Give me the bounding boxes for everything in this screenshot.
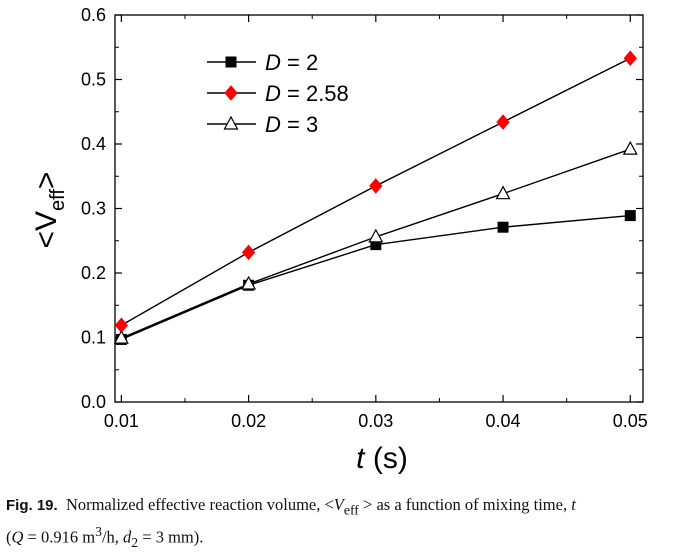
y-tick-label: 0.0 (81, 392, 106, 412)
caption-text-1: Normalized effective reaction volume, < (65, 495, 334, 514)
legend-label: D = 2.58 (265, 81, 349, 106)
caption-label: Fig. 19. (6, 497, 58, 514)
legend: D = 2D = 2.58D = 3 (207, 50, 349, 137)
y-axis-title-suffix: > (30, 172, 63, 190)
caption-v: V (333, 495, 344, 514)
legend-label-value: = 2 (281, 50, 318, 75)
caption-q: Q (11, 527, 24, 547)
data-point-triangle (622, 140, 638, 155)
x-tick-label: 0.03 (358, 411, 393, 431)
y-tick-label: 0.6 (81, 5, 106, 25)
y-axis-title: <Veff> (30, 172, 69, 249)
y-tick-label: 0.4 (81, 134, 106, 154)
legend-label-value: = 2.58 (281, 81, 349, 106)
caption-d-sub: 2 (131, 535, 139, 551)
legend-label-var: D (265, 112, 281, 137)
data-point-square (624, 210, 636, 222)
data-point-triangle (495, 185, 511, 200)
legend-marker-square (225, 56, 237, 68)
x-tick-label: 0.01 (104, 411, 139, 431)
data-point-diamond (241, 244, 256, 261)
x-tick-label: 0.02 (231, 411, 266, 431)
y-tick-label: 0.3 (81, 199, 106, 219)
legend-label-var: D (265, 81, 281, 106)
figure-caption: Fig. 19. Normalized effective reaction v… (6, 494, 676, 554)
legend-label: D = 3 (265, 112, 318, 137)
legend-marker-triangle (223, 115, 239, 130)
legend-label: D = 2 (265, 50, 318, 75)
caption-d: d (123, 527, 132, 547)
y-axis-title-sub: eff (47, 189, 69, 211)
legend-label-value: = 3 (281, 112, 318, 137)
series-group (113, 50, 638, 345)
caption-open: ( (6, 527, 12, 547)
x-tick-labels: 0.01 0.02 0.03 0.04 0.05 (104, 411, 648, 431)
data-point-triangle (368, 228, 384, 243)
plot-frame (114, 14, 644, 403)
x-axis-title-var: t (356, 442, 366, 475)
axis-ticks (115, 14, 643, 403)
data-point-diamond (496, 114, 510, 130)
chart: 0.01 0.02 0.03 0.04 0.05 0.00.10.20.30.40.50… (30, 5, 648, 475)
caption-d-value: = 3 mm). (138, 527, 204, 547)
caption-eff: eff (343, 502, 359, 518)
data-point-square (497, 221, 509, 233)
y-tick-label: 0.5 (81, 70, 106, 90)
x-axis-title: t (s) (356, 442, 408, 475)
legend-marker-diamond (224, 85, 238, 101)
data-point-diamond (369, 178, 383, 194)
x-axis-title-unit: (s) (365, 442, 408, 475)
x-tick-label: 0.05 (613, 411, 648, 431)
data-point-triangle (113, 329, 129, 344)
x-tick-label: 0.04 (486, 411, 521, 431)
y-tick-label: 0.1 (81, 328, 106, 348)
caption-cube: 3 (95, 524, 102, 540)
legend-label-var: D (265, 50, 281, 75)
y-tick-label: 0.2 (81, 263, 106, 283)
caption-text-2: > as a function of mixing time, (358, 495, 572, 514)
data-point-triangle (241, 275, 257, 290)
caption-q-unit: /h, (101, 527, 124, 547)
caption-q-value: = 0.916 m (23, 527, 96, 547)
y-axis-title-prefix: <V (30, 211, 63, 249)
data-point-diamond (623, 50, 637, 66)
y-tick-labels: 0.0 0.1 0.2 0.3 0.4 0.5 0.6 (81, 5, 106, 412)
caption-t: t (571, 495, 576, 514)
